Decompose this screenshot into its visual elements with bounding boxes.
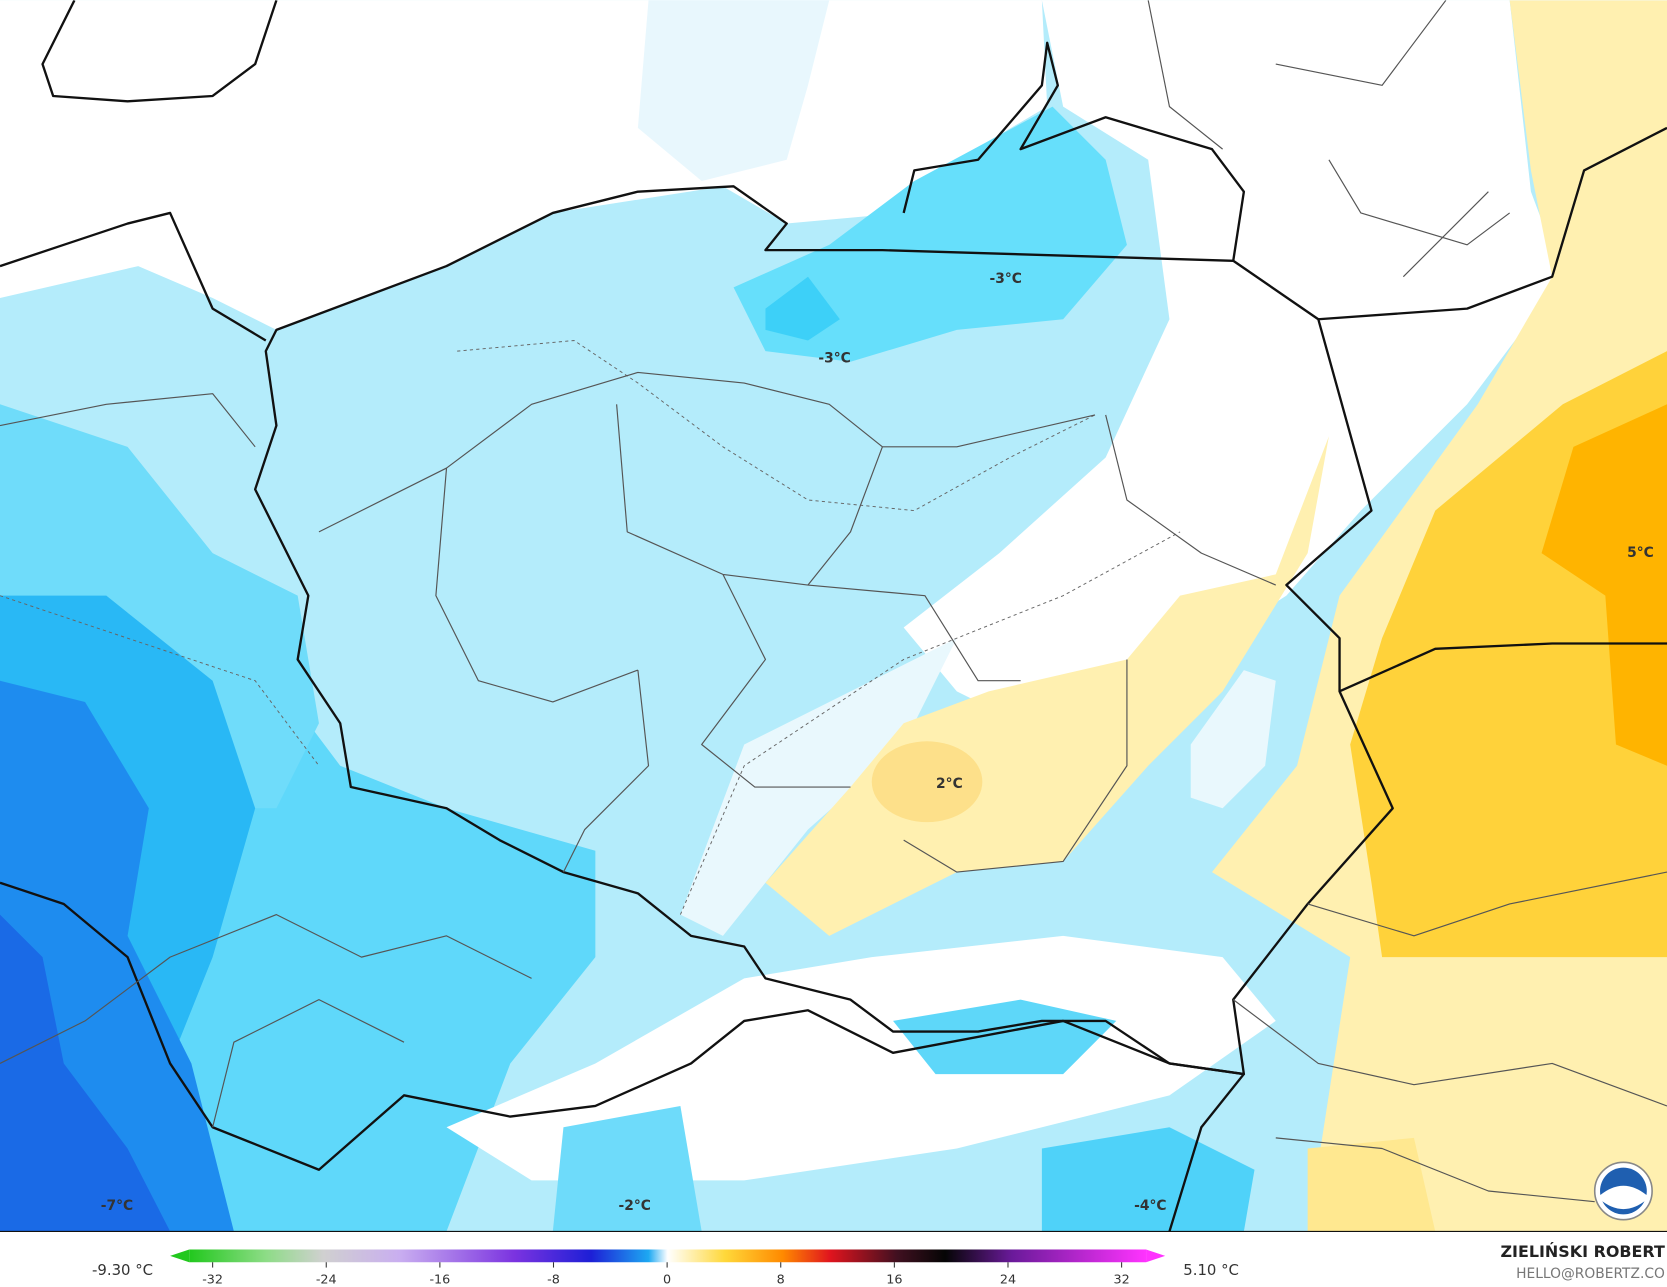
contour-label: -4°C bbox=[1134, 1198, 1166, 1214]
coast-border bbox=[0, 211, 267, 342]
contour-label: -3°C bbox=[990, 271, 1022, 287]
country-border bbox=[0, 881, 1246, 1232]
colorbar-tick-label: -32 bbox=[202, 1273, 223, 1287]
temp-zone bbox=[1190, 670, 1276, 809]
country-border bbox=[1318, 126, 1667, 321]
colorbar-arrow bbox=[170, 1249, 190, 1263]
contour-label: -2°C bbox=[618, 1198, 650, 1214]
region-border bbox=[0, 914, 1595, 1203]
temp-zone bbox=[893, 999, 1117, 1075]
colorbar-tick-label: -16 bbox=[429, 1273, 450, 1287]
temp-zone bbox=[552, 1105, 702, 1232]
colorbar-tick-label: -8 bbox=[547, 1273, 560, 1287]
region-border bbox=[0, 371, 1276, 873]
poland-border bbox=[253, 185, 1394, 1076]
coast-border bbox=[41, 0, 278, 103]
temp-zone bbox=[1041, 1127, 1255, 1232]
temp-zone bbox=[637, 0, 830, 182]
isotherm bbox=[457, 340, 1096, 512]
colorbar-tick-label: -24 bbox=[316, 1273, 337, 1287]
temp-zone bbox=[903, 0, 1563, 745]
temp-zone bbox=[733, 106, 1127, 362]
temp-zone bbox=[0, 914, 171, 1232]
colorbar: -9.30 °C 5.10 °C -32 -24 -16 -8 0 8 16 24 32 bbox=[92, 1249, 1239, 1287]
colorbar-tick-label: 32 bbox=[1113, 1273, 1129, 1287]
credit-name: ZIELIŃSKI ROBERT bbox=[1500, 1242, 1665, 1261]
contour-label: 2°C bbox=[936, 776, 963, 792]
temp-zone bbox=[1541, 404, 1667, 766]
colorbar-tick-label: 8 bbox=[777, 1273, 785, 1287]
region-border bbox=[1147, 0, 1667, 1107]
coast-border bbox=[902, 41, 1246, 261]
contour-label: -7°C bbox=[101, 1198, 133, 1214]
max-label: 5.10 °C bbox=[1183, 1261, 1239, 1279]
min-label: -9.30 °C bbox=[92, 1261, 153, 1279]
temp-zone bbox=[765, 276, 840, 341]
colorbar-tick-label: 24 bbox=[1000, 1273, 1016, 1287]
credit-email: HELLO@ROBERTZ.CO bbox=[1516, 1266, 1665, 1282]
colorbar-arrow bbox=[1146, 1249, 1166, 1263]
noaa-logo bbox=[1593, 1161, 1653, 1221]
colorbar-gradient bbox=[189, 1249, 1147, 1263]
contour-label: -3°C bbox=[818, 351, 850, 367]
isotherm bbox=[679, 531, 1181, 915]
map-area: -3°C -3°C 2°C 5°C -7°C -2°C -4°C bbox=[0, 0, 1667, 1232]
contour-label: 5°C bbox=[1627, 545, 1654, 561]
colorbar-tick-label: 0 bbox=[663, 1273, 671, 1287]
temp-zone bbox=[871, 741, 983, 823]
country-border bbox=[1339, 642, 1667, 693]
temp-zone bbox=[1307, 1137, 1436, 1232]
colorbar-tick-label: 16 bbox=[886, 1273, 902, 1287]
isotherm bbox=[0, 595, 320, 767]
